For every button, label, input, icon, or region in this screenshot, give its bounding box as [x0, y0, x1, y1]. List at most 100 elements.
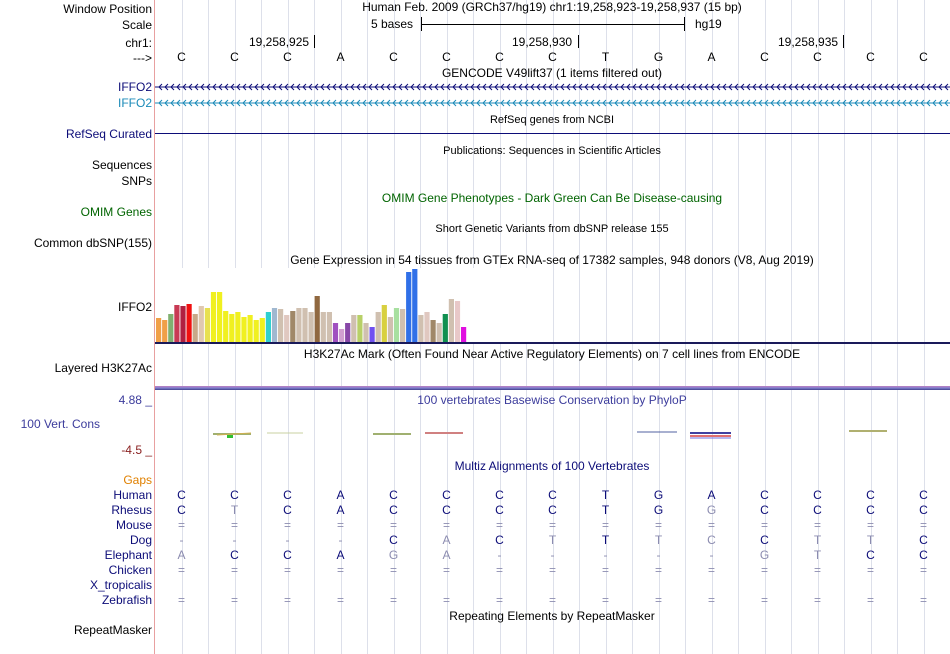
- species-label-elephant[interactable]: Elephant: [104, 548, 152, 562]
- gtex-tissue-bar[interactable]: [332, 323, 339, 342]
- gtex-tissue-bar[interactable]: [265, 312, 271, 342]
- alignment-base: G: [706, 503, 717, 517]
- gtex-tissue-bar[interactable]: [387, 317, 393, 342]
- publications-snps-label[interactable]: SNPs: [121, 174, 152, 188]
- refseq-gene-line[interactable]: [155, 133, 950, 134]
- window-position-value: Human Feb. 2009 (GRCh37/hg19) chr1:19,25…: [362, 0, 742, 14]
- h3k27ac-signal-band[interactable]: [155, 386, 950, 390]
- alignment-base: A: [336, 548, 345, 562]
- gtex-tissue-bar[interactable]: [210, 292, 217, 342]
- reference-base: C: [548, 50, 557, 64]
- gtex-tissue-bar[interactable]: [284, 315, 290, 342]
- reference-base: A: [336, 50, 345, 64]
- species-label-rhesus[interactable]: Rhesus: [111, 503, 152, 517]
- gtex-baseline: [155, 342, 950, 344]
- gtex-tissue-bar[interactable]: [302, 308, 308, 342]
- gtex-tissue-bar[interactable]: [326, 312, 332, 342]
- gencode-transcript-1[interactable]: [155, 81, 950, 93]
- gtex-tissue-bar[interactable]: [418, 315, 424, 342]
- gtex-tissue-bar[interactable]: [259, 318, 265, 342]
- gtex-tissue-bar[interactable]: [461, 327, 467, 342]
- species-label-dog[interactable]: Dog: [129, 533, 152, 547]
- gtex-tissue-bar[interactable]: [436, 323, 442, 342]
- alignment-base: =: [283, 518, 291, 532]
- gtex-tissue-bar[interactable]: [296, 308, 302, 342]
- gtex-tissue-bar[interactable]: [204, 308, 210, 342]
- gtex-tissue-bar[interactable]: [241, 317, 247, 342]
- gtex-tissue-bar[interactable]: [223, 311, 229, 342]
- gtex-tissue-bar[interactable]: [375, 312, 381, 342]
- gtex-tissue-bar[interactable]: [217, 292, 223, 342]
- gtex-tissue-bar[interactable]: [229, 314, 235, 342]
- gtex-tissue-bar[interactable]: [448, 299, 454, 342]
- alignment-base: G: [653, 503, 664, 517]
- alignment-base: C: [548, 488, 557, 502]
- gtex-tissue-bar[interactable]: [290, 311, 296, 342]
- omim-track-label[interactable]: OMIM Genes: [80, 205, 152, 219]
- alignment-base: A: [177, 548, 186, 562]
- gtex-tissue-bar[interactable]: [253, 320, 259, 342]
- gtex-tissue-bar[interactable]: [156, 318, 162, 342]
- gtex-tissue-bar[interactable]: [198, 306, 204, 342]
- gtex-tissue-bar[interactable]: [180, 306, 186, 342]
- repeatmasker-track-label[interactable]: RepeatMasker: [73, 623, 152, 637]
- alignment-base: -: [338, 533, 343, 547]
- alignment-base: -: [232, 533, 237, 547]
- species-label-human[interactable]: Human: [113, 488, 152, 502]
- reference-base: C: [283, 50, 292, 64]
- alignment-base: C: [283, 503, 292, 517]
- refseq-track-label[interactable]: RefSeq Curated: [65, 127, 152, 141]
- alignment-base: C: [919, 503, 928, 517]
- gtex-tissue-bar[interactable]: [168, 314, 174, 342]
- gtex-tissue-bar[interactable]: [320, 312, 326, 342]
- species-label-zebrafish[interactable]: Zebrafish: [101, 593, 152, 607]
- gtex-tissue-bar[interactable]: [363, 323, 369, 342]
- gtex-tissue-bar[interactable]: [278, 309, 284, 342]
- gtex-tissue-bar[interactable]: [381, 305, 387, 342]
- species-label-chicken[interactable]: Chicken: [108, 563, 152, 577]
- gtex-tissue-bar[interactable]: [339, 329, 345, 342]
- alignment-base: -: [497, 548, 502, 562]
- gridline: [791, 0, 792, 654]
- gtex-tissue-bar[interactable]: [400, 309, 406, 342]
- gtex-tissue-bar[interactable]: [345, 323, 351, 342]
- gridline: [923, 0, 925, 654]
- h3k27ac-track-label[interactable]: Layered H3K27Ac: [54, 361, 152, 375]
- dbsnp-track-label[interactable]: Common dbSNP(155): [33, 236, 152, 250]
- gtex-tissue-bar[interactable]: [369, 327, 375, 342]
- gtex-tissue-bar[interactable]: [442, 314, 448, 342]
- gtex-tissue-bar[interactable]: [186, 304, 192, 342]
- gtex-tissue-bar[interactable]: [308, 312, 314, 342]
- alignment-base: =: [177, 593, 185, 607]
- phylop-conservation-plot[interactable]: [155, 420, 950, 444]
- scale-bar: [421, 24, 684, 25]
- publications-sequences-label[interactable]: Sequences: [91, 158, 152, 172]
- species-label-x_tropicalis[interactable]: X_tropicalis: [89, 578, 152, 592]
- gtex-tissue-bar[interactable]: [235, 312, 241, 342]
- gtex-tissue-bar[interactable]: [314, 296, 320, 342]
- alignment-base: -: [550, 548, 555, 562]
- species-label-mouse[interactable]: Mouse: [115, 518, 152, 532]
- gencode-transcript-2[interactable]: [155, 97, 950, 109]
- gtex-gene-label[interactable]: IFFO2: [117, 300, 152, 314]
- gtex-tissue-bar[interactable]: [424, 312, 430, 342]
- gtex-tissue-bar[interactable]: [192, 314, 198, 342]
- gtex-tissue-bar[interactable]: [406, 272, 412, 342]
- gencode-item-label-1[interactable]: IFFO2: [117, 80, 152, 94]
- gtex-tissue-bar[interactable]: [393, 308, 400, 342]
- gtex-tissue-bar[interactable]: [454, 301, 461, 342]
- gtex-tissue-bar[interactable]: [430, 320, 436, 342]
- multiz-track-title: Multiz Alignments of 100 Vertebrates: [454, 459, 650, 473]
- multiz-gaps-label: Gaps: [123, 473, 152, 487]
- gtex-tissue-bar[interactable]: [174, 305, 180, 342]
- gtex-tissue-bar[interactable]: [162, 320, 168, 342]
- gtex-tissue-bar[interactable]: [412, 269, 418, 342]
- gtex-tissue-bar[interactable]: [247, 315, 253, 342]
- phylop-track-label[interactable]: 100 Vert. Cons: [20, 417, 100, 431]
- gtex-tissue-bar[interactable]: [351, 315, 357, 342]
- gtex-tissue-bar[interactable]: [357, 315, 363, 342]
- gencode-item-label-2[interactable]: IFFO2: [117, 96, 152, 110]
- gtex-tissue-bar[interactable]: [271, 308, 278, 342]
- gtex-expression-chart[interactable]: [155, 268, 535, 343]
